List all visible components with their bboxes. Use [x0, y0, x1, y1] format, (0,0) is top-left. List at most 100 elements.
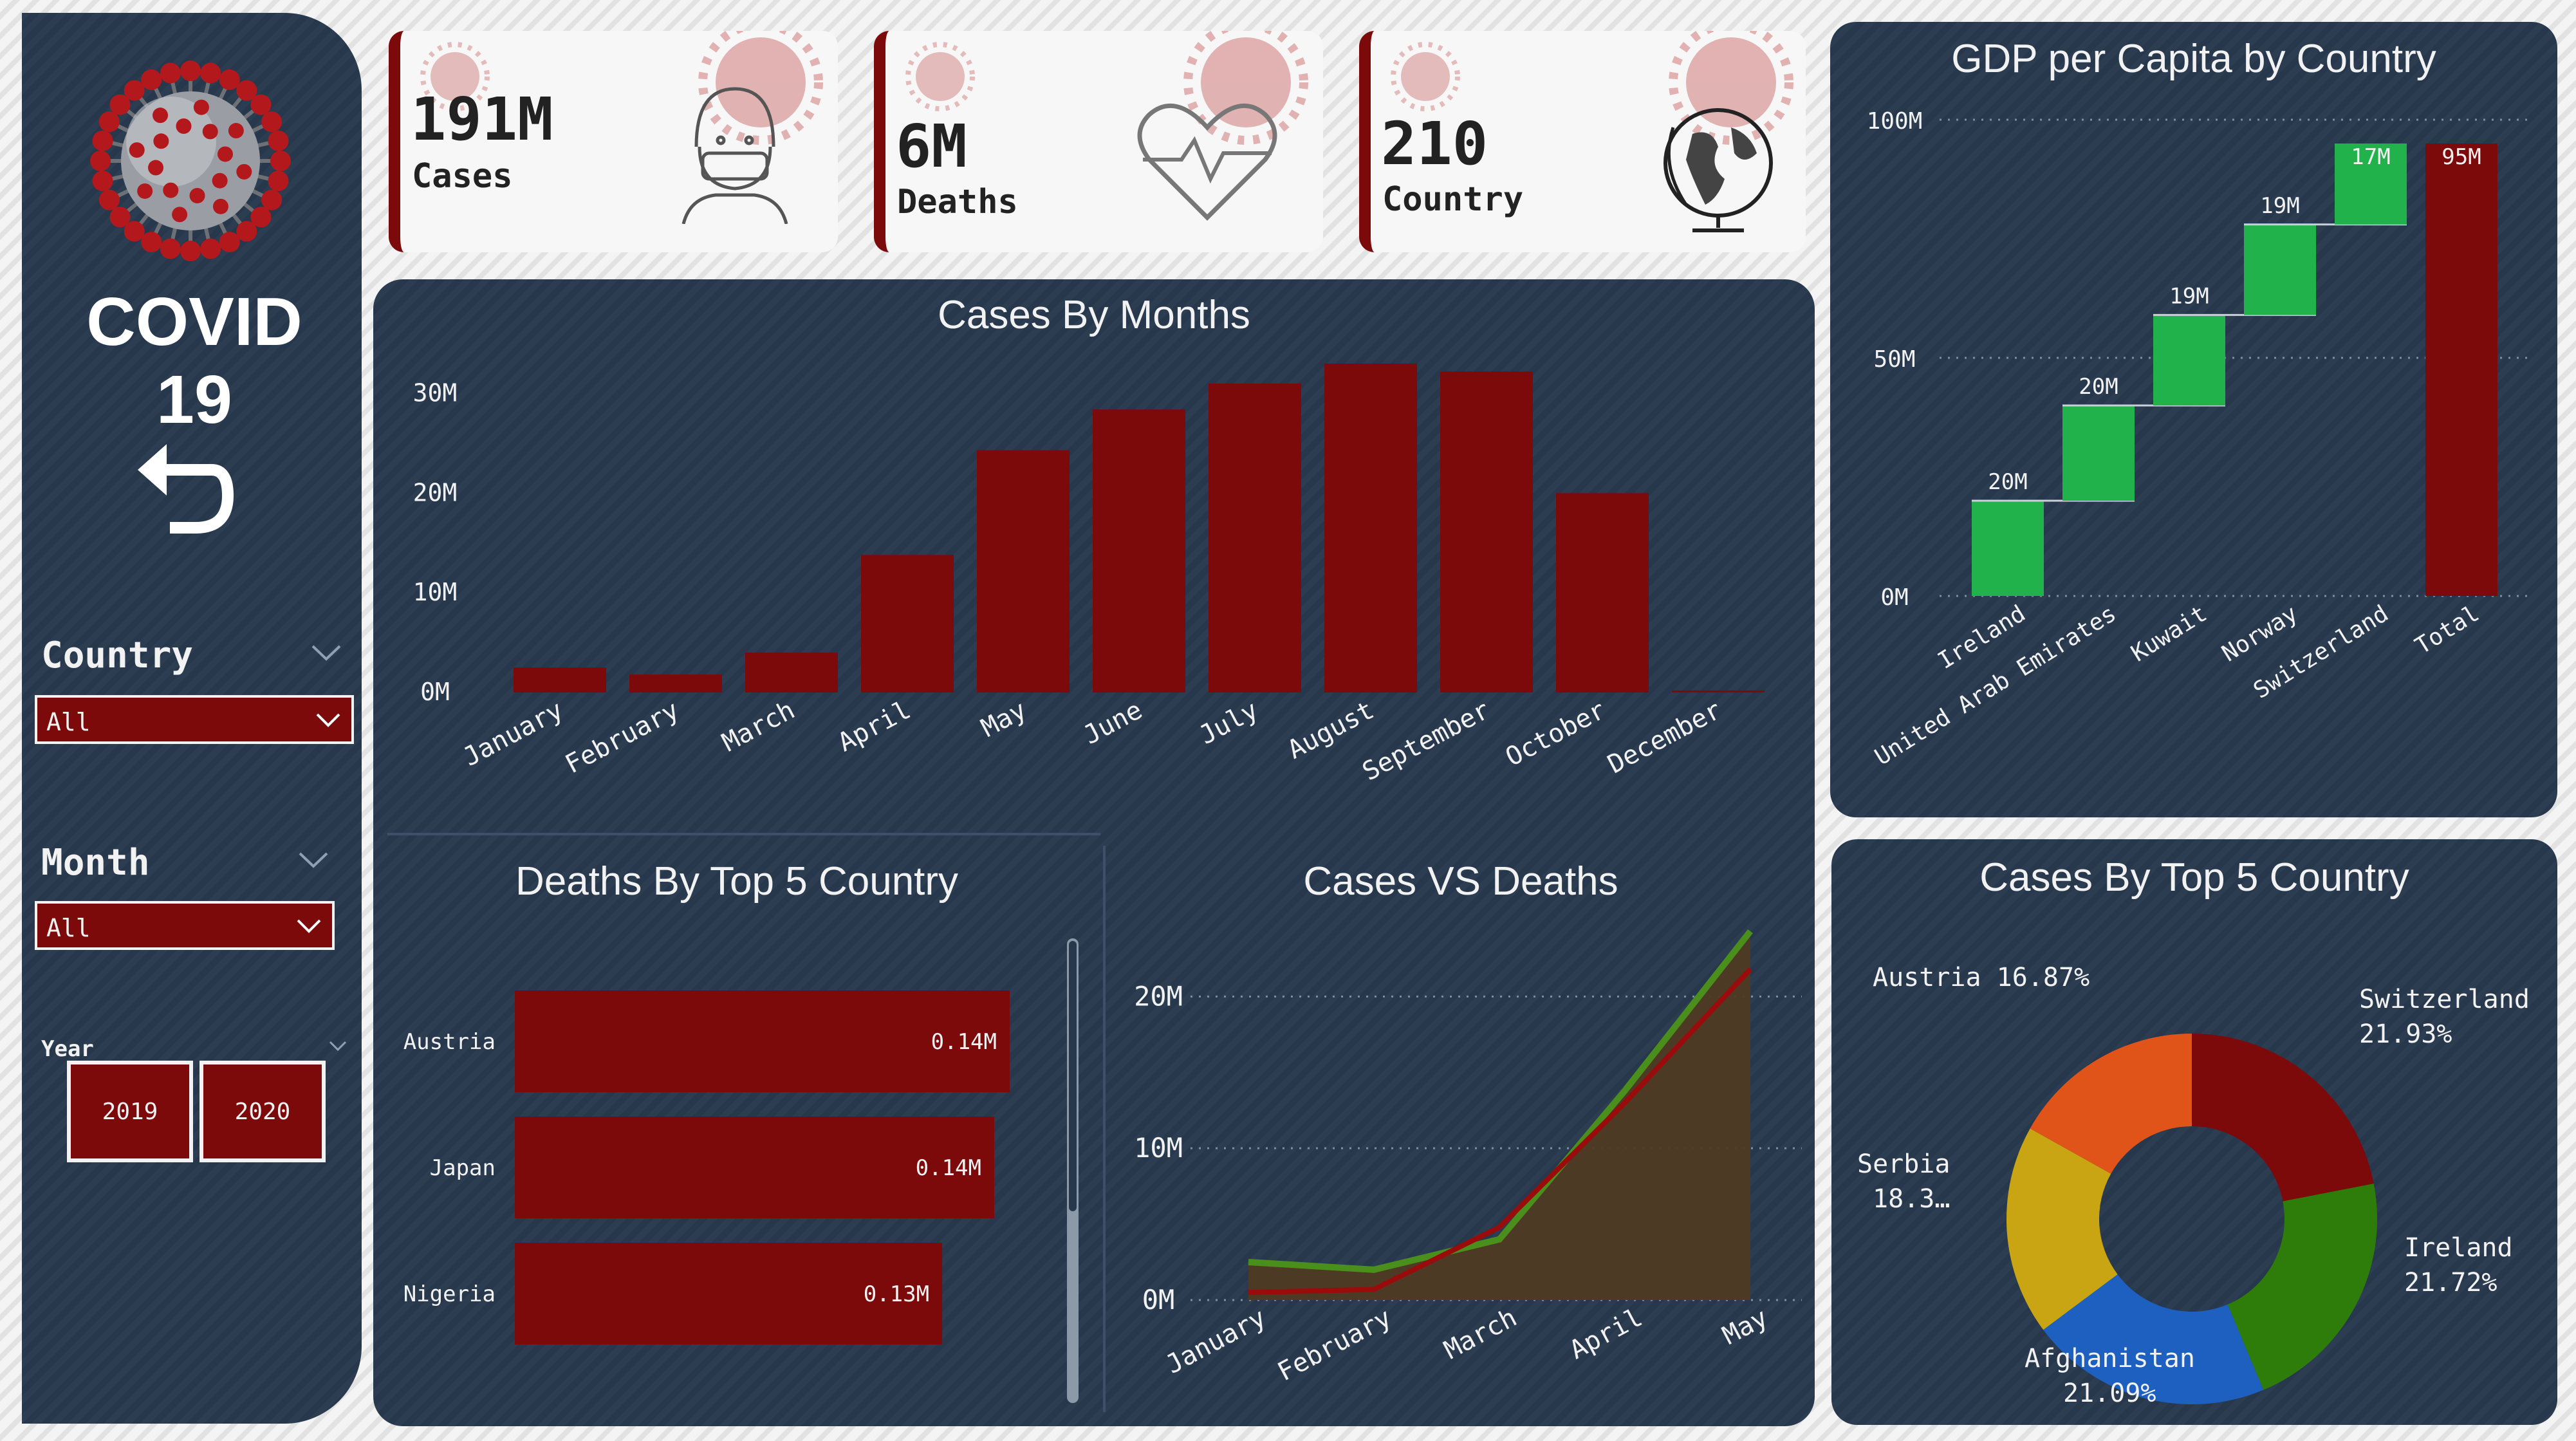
- virus-spike-tip: [98, 111, 120, 133]
- masked-face-icon: [681, 87, 788, 224]
- bar: [1556, 493, 1649, 693]
- scrollbar-thumb[interactable]: [1069, 941, 1077, 1211]
- cases-value: 191M: [411, 85, 553, 154]
- virus-knob: [163, 182, 179, 198]
- data-label: 0.14M: [931, 1029, 997, 1055]
- virus-spike-tip: [268, 171, 289, 192]
- year-button-2020[interactable]: 2020: [199, 1061, 326, 1162]
- virus-spike-tip: [250, 207, 272, 228]
- back-arrow-icon[interactable]: [131, 425, 234, 547]
- slice-pct-label: 21.93%: [2359, 1019, 2452, 1049]
- x-tick-label: May: [1718, 1303, 1772, 1351]
- virus-knob: [172, 207, 188, 223]
- series-line: [1248, 929, 1753, 1273]
- bar: [1672, 690, 1765, 693]
- data-label: 17M: [2351, 144, 2390, 170]
- y-tick-label: 10M: [413, 578, 458, 606]
- month-dropdown-value: All: [46, 914, 91, 942]
- country-slicer-chevron-icon[interactable]: [310, 644, 342, 663]
- virus-knob: [129, 142, 145, 158]
- area-fill: [1248, 931, 1750, 1300]
- x-tick-label: Total: [2411, 600, 2484, 660]
- virus-knob: [193, 99, 209, 115]
- country-dropdown-value: All: [46, 708, 91, 736]
- virus-knob: [189, 187, 205, 203]
- deaths-by-top5-title: Deaths By Top 5 Country: [515, 859, 959, 904]
- data-label: 19M: [2260, 193, 2299, 219]
- virus-spike-tip: [236, 80, 257, 101]
- bar: [1972, 501, 2044, 596]
- donut-slice: [2006, 1128, 2118, 1330]
- bar: [514, 667, 606, 693]
- y-tick-label: 0M: [420, 678, 450, 706]
- country-label: Country: [1382, 180, 1524, 219]
- x-tick-label: January: [1161, 1303, 1270, 1380]
- cases-by-months-title: Cases By Months: [938, 293, 1250, 337]
- bar: [515, 1243, 943, 1344]
- heartbeat-icon: [1137, 103, 1277, 221]
- globe-icon: [1663, 108, 1773, 232]
- virus-knob: [148, 160, 164, 176]
- bar: [1093, 409, 1185, 693]
- divider: [1103, 846, 1106, 1412]
- virus-spike-tip: [160, 238, 181, 259]
- bar: [745, 653, 838, 693]
- x-tick-label: Kuwait: [2127, 600, 2212, 667]
- deaths-label: Deaths: [897, 183, 1018, 221]
- virus-spike-tip: [109, 94, 131, 115]
- deaths-value: 6M: [896, 112, 967, 181]
- y-tick-label: 100M: [1867, 108, 1923, 135]
- year-slicer-chevron-icon[interactable]: [328, 1040, 347, 1053]
- bar: [2062, 405, 2135, 501]
- slice-label: Switzerland: [2359, 985, 2530, 1014]
- virus-spike-tip: [250, 94, 272, 115]
- cases-top5-title: Cases By Top 5 Country: [1979, 855, 2409, 900]
- y-tick-label: 30M: [413, 378, 458, 407]
- slice-label: Austria 16.87%: [1873, 963, 2090, 992]
- data-label: 0.13M: [864, 1281, 929, 1307]
- year-slicer-label: Year: [41, 1036, 94, 1062]
- slice-pct-label: 18.3…: [1873, 1184, 1950, 1214]
- virus-spike-tip: [141, 232, 162, 253]
- virus-knob: [236, 163, 252, 180]
- virus-knob: [212, 172, 228, 189]
- data-label: 20M: [2079, 374, 2118, 400]
- cases-top5-panel: Cases By Top 5 Country Switzerland 21.93%…: [1831, 839, 2557, 1425]
- year-button-2019[interactable]: 2019: [67, 1061, 193, 1162]
- cases-vs-deaths-chart: 0M 10M 20M January February March April May: [1134, 929, 1802, 1387]
- virus-spike-tip: [141, 69, 162, 90]
- slice-label: Serbia: [1857, 1149, 1951, 1179]
- virus-spike-tip: [160, 62, 181, 84]
- divider: [387, 833, 1100, 835]
- cases-by-months-panel: Cases By Months 0M 10M 20M 30M January Februa…: [373, 279, 1815, 1426]
- y-tick-label: 20M: [413, 478, 458, 507]
- slice-pct-label: 21.72%: [2404, 1268, 2497, 1297]
- country-slicer-label: Country: [41, 635, 194, 676]
- donut-slice: [2192, 1034, 2374, 1202]
- bar: [861, 555, 954, 693]
- y-tick-label: Japan: [430, 1155, 496, 1181]
- virus-spike-tip: [180, 241, 201, 261]
- bar: [515, 1117, 995, 1218]
- virus-spike-tip: [200, 62, 221, 84]
- virus-watermark-icon: [1183, 31, 1308, 145]
- donut-slice: [2043, 1274, 2264, 1404]
- data-label: 0.14M: [916, 1155, 981, 1181]
- cases-label: Cases: [412, 157, 513, 196]
- month-slicer-chevron-icon[interactable]: [297, 851, 329, 870]
- app-title: COVID 19: [86, 284, 302, 438]
- donut-slice: [2227, 1184, 2377, 1390]
- month-dropdown[interactable]: All: [35, 901, 335, 950]
- scrollbar[interactable]: [1067, 938, 1079, 1403]
- x-tick-label: March: [1440, 1303, 1522, 1365]
- virus-spike-tip: [92, 130, 113, 151]
- y-tick-label: 50M: [1873, 346, 1915, 373]
- y-tick-label: Austria: [403, 1029, 496, 1055]
- y-tick-label: 20M: [1134, 980, 1183, 1012]
- country-dropdown[interactable]: All: [35, 695, 354, 744]
- donut-slice: [2030, 1034, 2192, 1174]
- x-tick-label: February: [1273, 1303, 1396, 1387]
- slice-label: Afghanistan: [2025, 1344, 2195, 1373]
- y-tick-label: Nigeria: [403, 1281, 496, 1307]
